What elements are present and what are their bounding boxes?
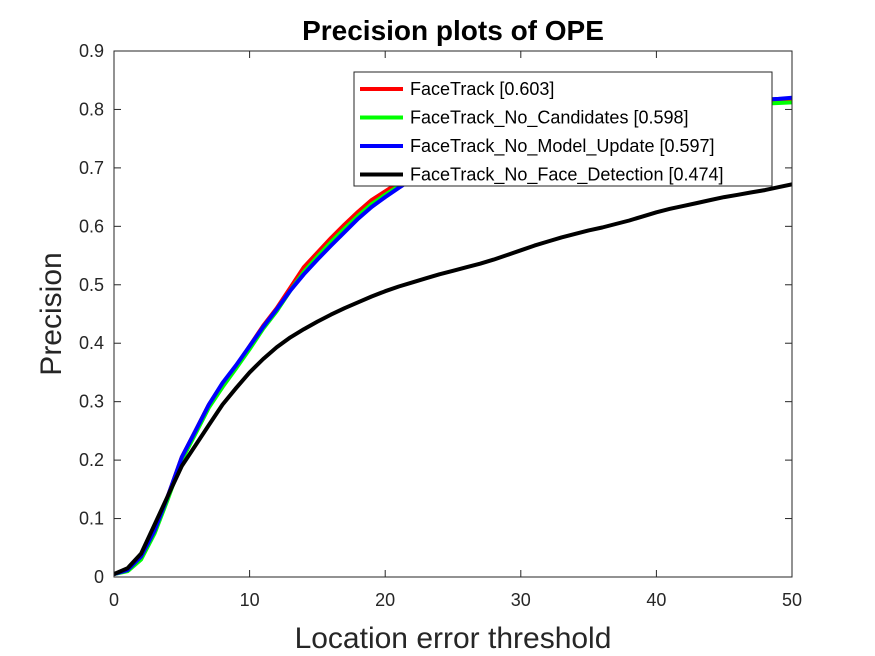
legend-label-2: FaceTrack_No_Model_Update [0.597] [410, 136, 715, 157]
x-tick-label: 50 [782, 590, 802, 610]
legend-label-1: FaceTrack_No_Candidates [0.598] [410, 108, 689, 129]
legend-label-0: FaceTrack [0.603] [410, 79, 554, 99]
y-tick-label: 0.7 [79, 158, 104, 178]
x-axis-label: Location error threshold [295, 622, 612, 655]
y-tick-label: 0 [94, 567, 104, 587]
y-axis-label: Precision [35, 252, 68, 375]
x-tick-label: 40 [646, 590, 666, 610]
x-tick-label: 30 [511, 590, 531, 610]
y-tick-label: 0.3 [79, 392, 104, 412]
y-tick-label: 0.9 [79, 41, 104, 61]
legend: FaceTrack [0.603] FaceTrack_No_Candidates… [353, 71, 773, 187]
y-tick-label: 0.6 [79, 216, 104, 236]
y-tick-label: 0.1 [79, 509, 104, 529]
chart-title: Precision plots of OPE [302, 15, 604, 46]
x-tick-label: 20 [375, 590, 395, 610]
legend-label-3: FaceTrack_No_Face_Detection [0.474] [410, 165, 724, 186]
y-tick-label: 0.8 [79, 99, 104, 119]
x-tick-label: 10 [240, 590, 260, 610]
y-tick-label: 0.4 [79, 333, 104, 353]
series-line-3 [114, 182, 792, 577]
plot-area-frame [113, 50, 793, 578]
x-tick-label: 0 [109, 590, 119, 610]
y-tick-label: 0.5 [79, 275, 104, 295]
y-tick-label: 0.2 [79, 450, 104, 470]
legend-box [353, 71, 773, 187]
